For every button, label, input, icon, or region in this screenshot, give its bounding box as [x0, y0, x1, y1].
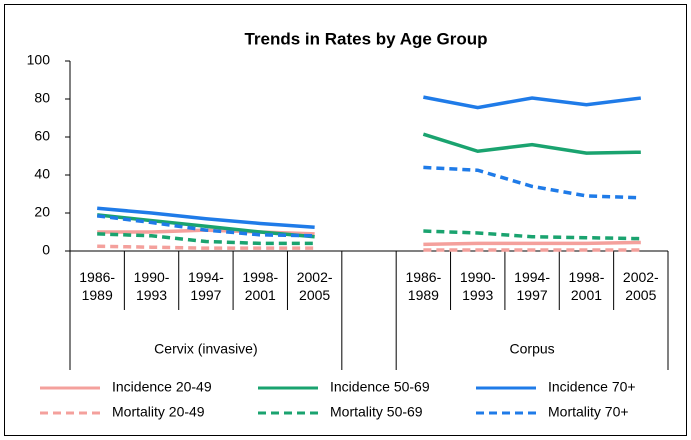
x-tick-label: 1990-1993 — [459, 269, 496, 303]
y-tick-label: 80 — [34, 90, 50, 106]
x-tick-label: 1986-1989 — [405, 269, 442, 303]
x-tick-label: 1994-1997 — [514, 269, 550, 303]
legend-label: Incidence 50-69 — [330, 379, 430, 395]
x-tick-label: 2002-2005 — [622, 269, 659, 303]
legend-label: Mortality 20-49 — [112, 404, 205, 420]
x-tick-label: 1998-2001 — [242, 269, 279, 303]
x-tick-label: 1986-1989 — [79, 269, 116, 303]
y-tick-label: 0 — [42, 242, 50, 258]
y-tick-label: 20 — [34, 204, 50, 220]
legend-label: Incidence 70+ — [548, 379, 636, 395]
y-tick-label: 40 — [34, 166, 50, 182]
series-line — [97, 95, 642, 229]
y-tick-label: 100 — [27, 52, 51, 68]
legend-label: Mortality 70+ — [548, 404, 629, 420]
x-tick-label: 1990-1993 — [133, 269, 170, 303]
chart-title: Trends in Rates by Age Group — [244, 29, 487, 48]
legend-label: Incidence 20-49 — [112, 379, 212, 395]
x-tick-label: 1994-1997 — [188, 269, 224, 303]
y-tick-label: 60 — [34, 128, 50, 144]
x-tick-label: 1998-2001 — [568, 269, 605, 303]
legend-label: Mortality 50-69 — [330, 404, 423, 420]
series-line — [96, 165, 641, 238]
group-label: Cervix (invasive) — [154, 341, 257, 357]
series-line — [97, 244, 641, 252]
group-label: Corpus — [510, 341, 555, 357]
x-tick-label: 2002-2005 — [296, 269, 333, 303]
chart-frame — [4, 4, 687, 436]
series-line — [97, 229, 641, 246]
